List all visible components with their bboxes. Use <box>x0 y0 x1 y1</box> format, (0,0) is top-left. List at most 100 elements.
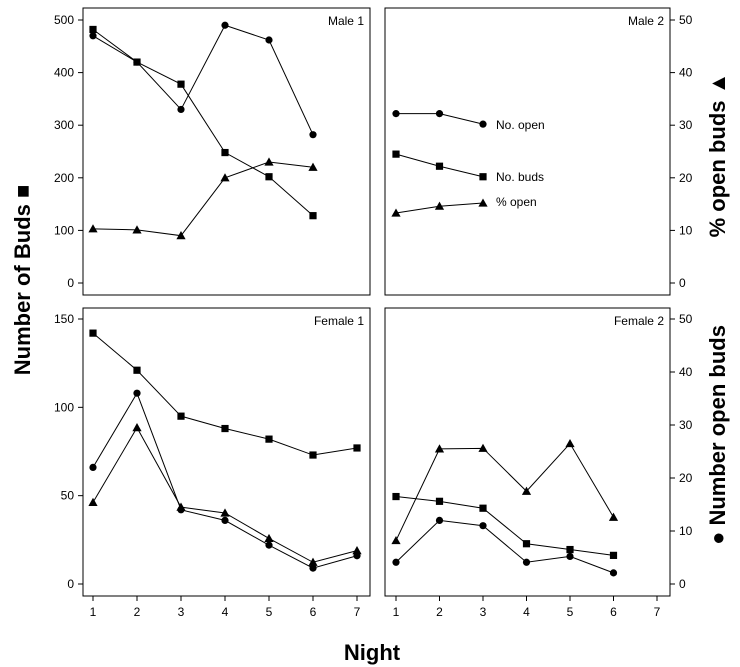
series-annotation: No. buds <box>496 170 544 184</box>
y-tick-label: 300 <box>54 118 74 132</box>
y-tick-label: 0 <box>679 276 686 290</box>
data-point-circle <box>221 516 229 525</box>
y-tick-label: 40 <box>679 365 693 379</box>
y-tick-label: 20 <box>679 471 693 485</box>
data-point-square <box>89 25 97 34</box>
data-point-circle <box>522 558 531 566</box>
data-point-square <box>221 424 229 433</box>
series-circle <box>89 21 317 139</box>
panel-male-2: Male 2 0 10 20 30 40 50 No. open No. buds % open <box>384 7 693 296</box>
data-point-triangle <box>220 173 230 182</box>
x-tick-label: 2 <box>436 605 443 619</box>
x-tick-label: 7 <box>654 605 661 619</box>
y-tick-label: 0 <box>67 577 74 591</box>
y-tick-label: 400 <box>54 66 74 80</box>
data-point-triangle <box>220 508 230 517</box>
y-tick-label: 100 <box>54 400 74 414</box>
data-point-circle <box>265 36 273 44</box>
series-annotation: % open <box>496 195 537 209</box>
data-point-triangle <box>132 225 142 234</box>
data-point-square <box>566 545 574 554</box>
series-triangle <box>88 423 362 566</box>
y-axis-label-right-bottom: ● Number open buds <box>705 325 730 545</box>
y-tick-label: 50 <box>679 312 693 326</box>
data-point-triangle <box>88 224 98 233</box>
data-point-circle <box>479 522 487 530</box>
data-point-circle <box>133 58 141 66</box>
data-point-triangle <box>176 231 186 240</box>
panel-frame <box>82 7 371 296</box>
y-tick-label: 30 <box>679 118 693 132</box>
y-tick-label: 500 <box>54 13 74 27</box>
series-line <box>92 29 314 217</box>
series-circle <box>89 389 361 572</box>
x-tick-label: 6 <box>310 605 317 619</box>
series-line <box>92 24 314 135</box>
data-point-circle <box>309 564 317 572</box>
series-square <box>89 25 317 220</box>
data-point-square <box>309 451 317 459</box>
data-point-circle <box>392 558 400 566</box>
x-tick-label: 3 <box>480 605 487 619</box>
y-tick-label: 20 <box>679 171 693 185</box>
panel-male-1: Male 1 0 100 200 300 400 500 <box>54 7 371 296</box>
data-point-circle <box>309 131 317 139</box>
y-tick-label: 50 <box>679 13 693 27</box>
x-tick-label: 1 <box>90 605 97 619</box>
data-point-square <box>435 497 444 505</box>
data-point-triangle <box>565 438 575 448</box>
series-square <box>392 492 618 559</box>
data-point-square <box>309 212 317 220</box>
series-line <box>92 332 358 456</box>
data-point-square <box>609 551 618 559</box>
y-tick-label: 40 <box>679 66 693 80</box>
data-point-triangle <box>176 502 186 511</box>
panel-title: Female 1 <box>314 314 364 328</box>
data-point-triangle <box>608 512 619 521</box>
y-axis-label-right-top: % open buds ▲ <box>705 73 730 238</box>
x-tick-label: 5 <box>567 605 574 619</box>
panel-title: Male 1 <box>328 14 364 28</box>
x-axis-label: Night <box>344 640 401 665</box>
data-point-circle <box>265 541 273 549</box>
data-point-square <box>435 162 444 170</box>
data-point-triangle <box>308 557 318 566</box>
series-circle <box>392 516 618 577</box>
x-tick-label: 3 <box>178 605 185 619</box>
data-point-square <box>479 173 487 181</box>
data-point-triangle <box>88 497 98 506</box>
series-triangle <box>391 198 488 217</box>
data-point-circle <box>392 110 400 118</box>
y-tick-label: 0 <box>679 577 686 591</box>
panel-frame <box>384 307 671 597</box>
series-triangle <box>88 157 318 240</box>
x-tick-label: 7 <box>354 605 361 619</box>
data-point-circle <box>435 516 444 525</box>
data-point-circle <box>177 105 185 114</box>
data-point-triangle <box>264 157 274 166</box>
series-line <box>395 442 614 541</box>
series-triangle <box>391 438 619 545</box>
data-point-circle <box>609 569 618 577</box>
series-line <box>395 496 614 556</box>
y-tick-label: 150 <box>54 312 74 326</box>
y-tick-label: 0 <box>67 276 74 290</box>
data-point-square <box>522 540 531 548</box>
data-point-circle <box>133 389 141 397</box>
y-tick-label: 50 <box>61 489 75 503</box>
data-point-circle <box>435 110 444 118</box>
data-point-square <box>392 492 400 501</box>
series-square <box>392 150 487 181</box>
x-tick-label: 6 <box>610 605 617 619</box>
series-square <box>89 329 361 459</box>
data-point-triangle <box>478 443 488 452</box>
data-point-triangle <box>352 546 362 555</box>
series-annotation: No. open <box>496 118 545 132</box>
y-tick-label: 10 <box>679 524 693 538</box>
series-circle <box>392 110 487 128</box>
data-point-square <box>265 173 273 181</box>
data-point-triangle <box>434 444 445 453</box>
data-point-square <box>265 435 273 443</box>
data-point-triangle <box>391 535 401 545</box>
